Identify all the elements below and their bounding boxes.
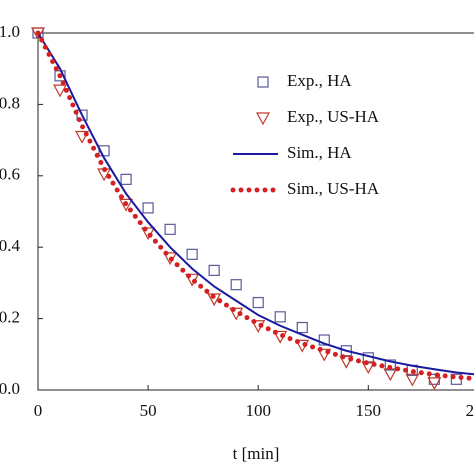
x-tick-label: 50 — [140, 401, 157, 420]
triangle-marker — [30, 27, 46, 41]
x-tick-label: 200 — [466, 401, 474, 420]
square-marker — [252, 296, 264, 309]
square-marker — [142, 202, 154, 214]
square-marker — [208, 264, 220, 277]
x-tick-label: 0 — [34, 401, 43, 420]
y-tick-label: 1.0 — [0, 22, 20, 41]
legend-label: Exp., HA — [287, 71, 352, 90]
triangle-marker — [207, 293, 222, 307]
y-tick-label: 0.4 — [0, 236, 21, 255]
square-marker — [76, 109, 88, 121]
triangle-marker — [405, 373, 420, 387]
triangle-marker — [53, 84, 68, 98]
triangle-marker — [119, 198, 134, 212]
triangle-marker — [427, 377, 442, 391]
legend-label: Exp., US-HA — [287, 107, 380, 126]
square-marker — [230, 279, 242, 291]
square-marker — [186, 248, 198, 260]
square-marker — [120, 173, 132, 185]
x-axis-label: t [min] — [233, 444, 280, 463]
sim-line — [35, 30, 474, 382]
x-tick-label: 100 — [245, 401, 271, 420]
triangle-marker — [75, 130, 90, 144]
square-marker — [318, 334, 330, 346]
triangle-marker — [339, 355, 354, 369]
y-tick-label: 0.0 — [0, 379, 20, 398]
square-marker — [384, 359, 396, 371]
square-marker — [296, 321, 308, 334]
square-marker — [164, 223, 176, 235]
y-tick-label: 0.6 — [0, 165, 20, 184]
square-marker — [274, 311, 286, 323]
sim-line — [37, 32, 474, 376]
legend-label: Sim., HA — [287, 143, 352, 162]
square-marker — [340, 345, 352, 357]
legend-marker — [257, 76, 269, 88]
legend-marker — [255, 112, 271, 126]
y-tick-label: 0.2 — [0, 308, 20, 327]
plot-frame — [37, 32, 474, 391]
legend-label: Sim., US-HA — [287, 179, 380, 198]
x-tick-label: 150 — [356, 401, 382, 420]
triangle-marker — [317, 348, 332, 362]
y-tick-label: 0.8 — [0, 93, 20, 112]
